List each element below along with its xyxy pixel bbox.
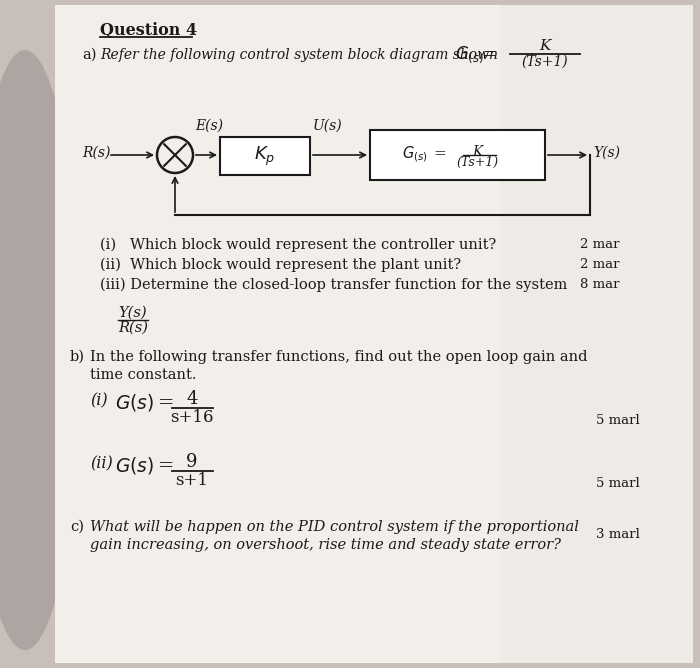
Text: b): b) — [70, 350, 85, 364]
Text: 8 mar: 8 mar — [580, 278, 620, 291]
Text: time constant.: time constant. — [90, 368, 197, 382]
Text: $G_{(s)}$: $G_{(s)}$ — [402, 144, 428, 164]
FancyBboxPatch shape — [220, 137, 310, 175]
Text: Refer the following control system block diagram shown: Refer the following control system block… — [100, 48, 498, 62]
Text: 2 mar: 2 mar — [580, 238, 620, 251]
Text: s+1: s+1 — [176, 472, 209, 489]
Ellipse shape — [0, 50, 80, 650]
Text: =: = — [433, 147, 447, 161]
FancyBboxPatch shape — [370, 130, 545, 180]
Text: (iii) Determine the closed-loop transfer function for the system: (iii) Determine the closed-loop transfer… — [100, 278, 568, 293]
Text: U(s): U(s) — [313, 119, 342, 133]
Text: =: = — [482, 46, 498, 64]
Text: c): c) — [70, 520, 84, 534]
Text: K: K — [473, 145, 483, 159]
Text: (i): (i) — [90, 392, 108, 409]
Text: $G_{(s)}$: $G_{(s)}$ — [455, 44, 484, 65]
Text: Y(s): Y(s) — [593, 146, 620, 160]
Text: (Ts+1): (Ts+1) — [522, 55, 568, 69]
Text: 9: 9 — [186, 453, 197, 471]
Text: s+16: s+16 — [170, 409, 214, 426]
Text: =: = — [158, 457, 174, 475]
Text: R(s): R(s) — [118, 321, 148, 335]
FancyBboxPatch shape — [55, 5, 693, 663]
Text: K: K — [539, 39, 551, 53]
Text: 2 mar: 2 mar — [580, 258, 620, 271]
Text: Y(s): Y(s) — [118, 306, 146, 320]
Text: (ii)  Which block would represent the plant unit?: (ii) Which block would represent the pla… — [100, 258, 461, 273]
Text: $K_p$: $K_p$ — [254, 144, 276, 168]
Text: gain increasing, on overshoot, rise time and steady state error?: gain increasing, on overshoot, rise time… — [90, 538, 561, 552]
Text: R(s): R(s) — [82, 146, 111, 160]
Text: E(s): E(s) — [195, 119, 223, 133]
Text: $G(s)$: $G(s)$ — [115, 455, 154, 476]
Text: Question 4: Question 4 — [100, 22, 197, 39]
Text: 3 marl: 3 marl — [596, 528, 640, 541]
Text: What will be happen on the PID control system if the proportional: What will be happen on the PID control s… — [90, 520, 579, 534]
Text: (i)   Which block would represent the controller unit?: (i) Which block would represent the cont… — [100, 238, 496, 253]
Text: (ii): (ii) — [90, 455, 113, 472]
Text: 5 marl: 5 marl — [596, 414, 640, 427]
Text: 5 marl: 5 marl — [596, 477, 640, 490]
Text: a): a) — [82, 48, 97, 62]
Text: $G(s)$: $G(s)$ — [115, 392, 154, 413]
Text: In the following transfer functions, find out the open loop gain and: In the following transfer functions, fin… — [90, 350, 587, 364]
FancyBboxPatch shape — [500, 5, 693, 663]
Text: =: = — [158, 394, 174, 412]
Text: (Ts+1): (Ts+1) — [456, 156, 498, 169]
Text: 4: 4 — [186, 390, 197, 408]
